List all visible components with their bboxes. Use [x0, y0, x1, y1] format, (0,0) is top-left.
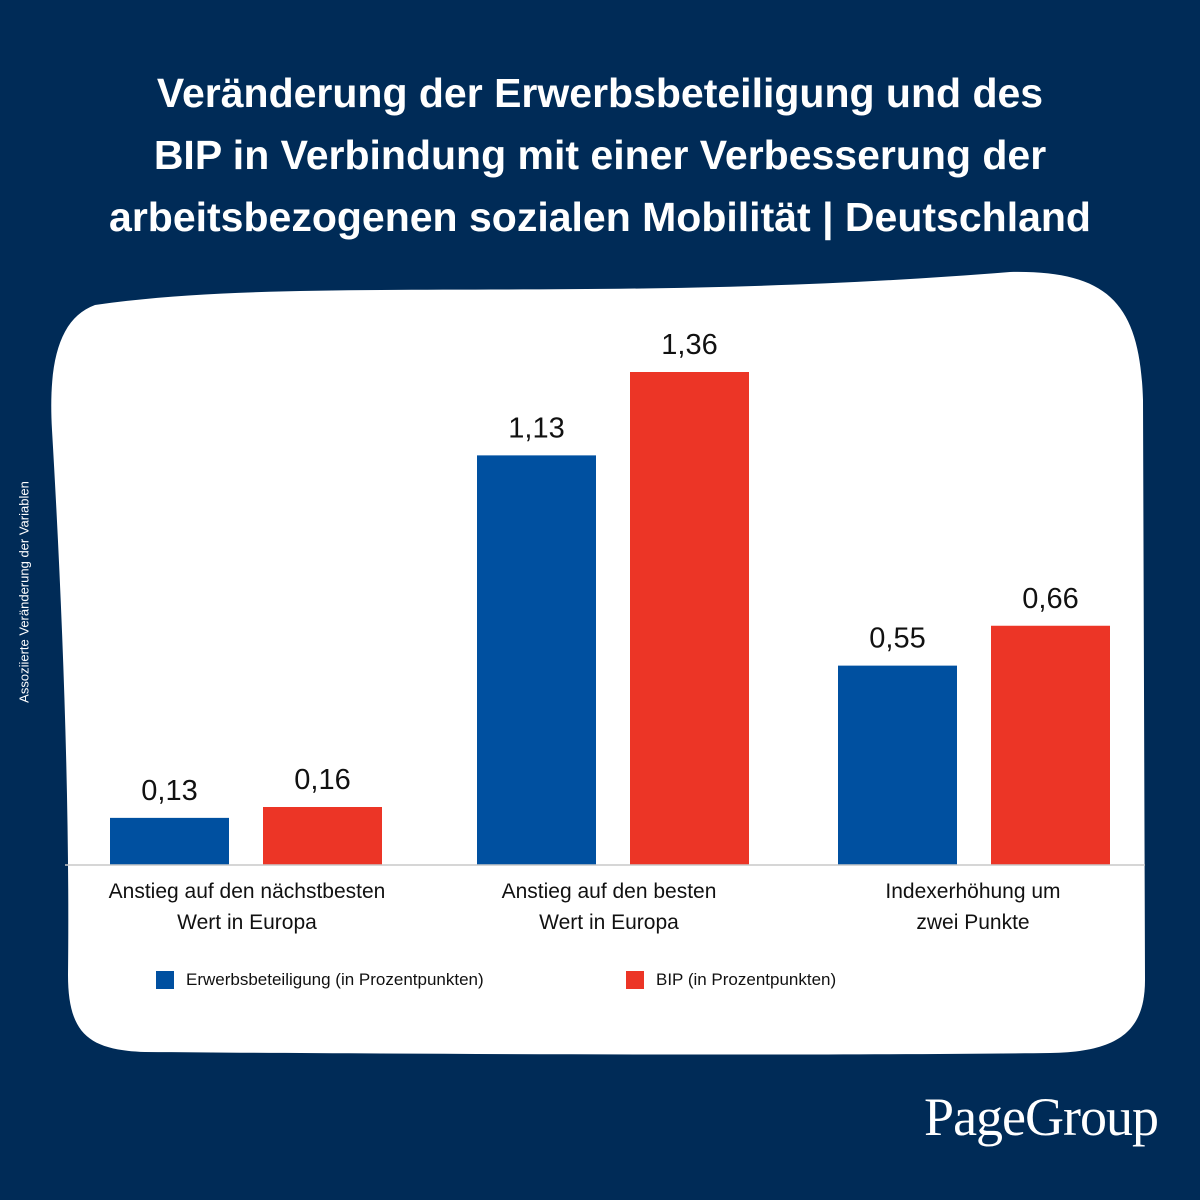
category-label-bester-wert: Anstieg auf den besten Wert in Europa: [419, 876, 799, 938]
bar-bip-1: [630, 372, 749, 865]
category-label-line: Indexerhöhung um: [885, 880, 1061, 903]
data-label-bip-0: 0,16: [294, 764, 350, 796]
legend-item-bip: BIP (in Prozentpunkten): [626, 970, 836, 990]
legend-item-erwerbsbeteiligung: Erwerbsbeteiligung (in Prozentpunkten): [156, 970, 484, 990]
bar-bip-0: [263, 807, 382, 865]
bars-layer: 0,13 0,16 1,13 1,36 0,55 0,66: [110, 329, 1110, 865]
title-line-1: Veränderung der Erwerbsbeteiligung und d…: [156, 70, 1044, 116]
bar-erwerbsbeteiligung-2: [838, 665, 957, 865]
data-label-bip-1: 1,36: [661, 329, 717, 361]
category-label-line: zwei Punkte: [916, 911, 1030, 934]
category-label-naechstbester-wert: Anstieg auf den nächstbesten Wert in Eur…: [57, 876, 437, 938]
legend-swatch-blue: [156, 971, 174, 989]
category-label-indexerhoehung: Indexerhöhung um zwei Punkte: [783, 876, 1163, 938]
data-label-erwerbsbeteiligung-0: 0,13: [141, 775, 197, 807]
bar-erwerbsbeteiligung-1: [477, 455, 596, 865]
title-line-3: arbeitsbezogenen sozialen Mobilität | De…: [109, 194, 1091, 240]
title-line-2: BIP in Verbindung mit einer Verbesserung…: [153, 132, 1047, 178]
category-label-line: Wert in Europa: [539, 911, 679, 934]
category-label-line: Anstieg auf den besten: [501, 880, 717, 903]
legend-label: BIP (in Prozentpunkten): [656, 970, 837, 989]
legend-swatch-red: [626, 971, 644, 989]
pagegroup-logo: PageGroup: [924, 1087, 1159, 1147]
data-label-bip-2: 0,66: [1022, 583, 1078, 615]
bar-erwerbsbeteiligung-0: [110, 817, 229, 865]
category-label-line: Wert in Europa: [177, 911, 317, 934]
data-label-erwerbsbeteiligung-1: 1,13: [508, 412, 564, 444]
bar-bip-2: [991, 625, 1110, 865]
chart-title: Veränderung der Erwerbsbeteiligung und d…: [0, 62, 1200, 248]
category-label-line: Anstieg auf den nächstbesten: [108, 880, 386, 903]
legend-label: Erwerbsbeteiligung (in Prozentpunkten): [186, 970, 484, 989]
data-label-erwerbsbeteiligung-2: 0,55: [869, 623, 925, 655]
